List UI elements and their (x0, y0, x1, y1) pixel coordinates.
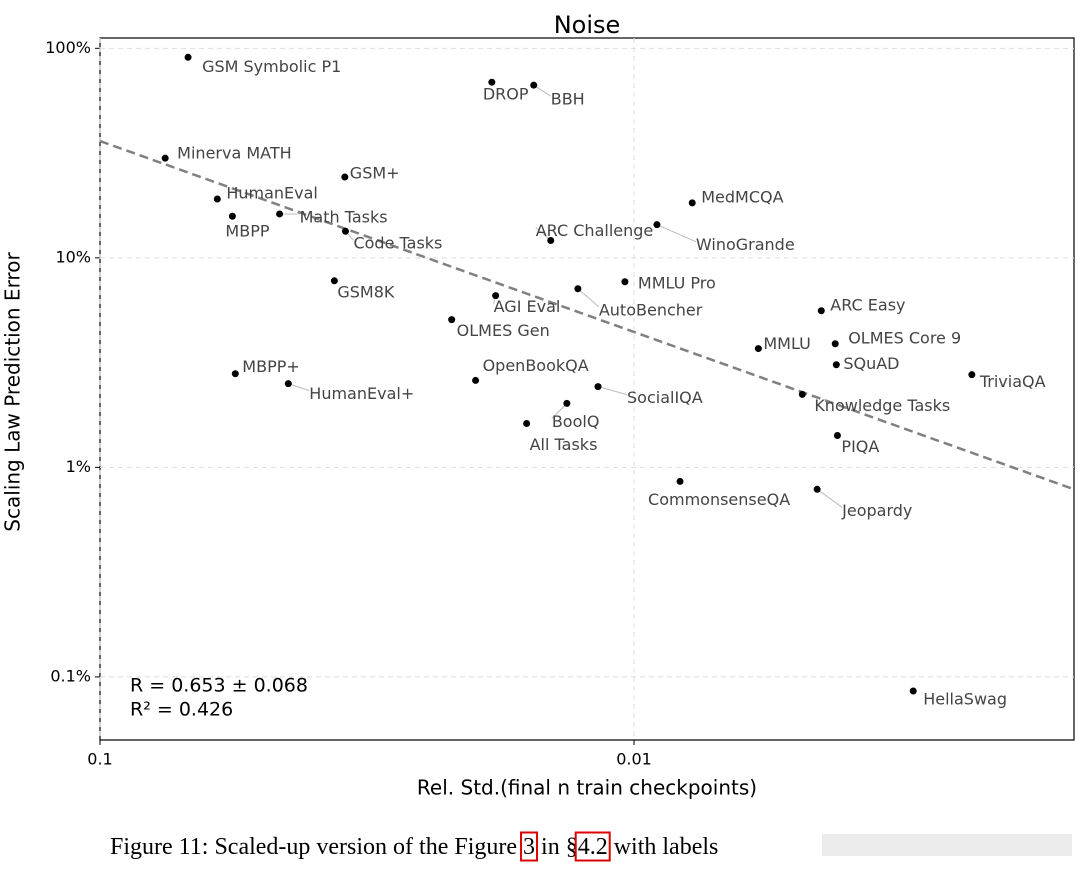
x-axis-label: Rel. Std.(final n train checkpoints) (417, 776, 757, 800)
point-label: HumanEval+ (309, 384, 414, 403)
point (448, 316, 456, 324)
point (547, 237, 555, 245)
point (330, 277, 338, 285)
point-label: PIQA (841, 437, 879, 456)
point (213, 195, 221, 203)
point-label: HellaSwag (923, 689, 1007, 708)
point (228, 212, 236, 220)
ref-box (574, 831, 611, 862)
point-label: MBPP+ (242, 357, 299, 376)
blurred-text (822, 834, 1072, 856)
point-label: HumanEval (226, 183, 318, 202)
point (341, 173, 349, 181)
leader-line (597, 386, 628, 396)
point-label: All Tasks (530, 435, 598, 454)
caption-ref[interactable]: 4.2 (578, 834, 608, 860)
point (798, 390, 806, 398)
point (472, 376, 480, 384)
point-label: MMLU Pro (638, 273, 716, 292)
leader-line (577, 288, 600, 308)
point (492, 292, 500, 300)
point (284, 380, 292, 388)
point-label: GSM8K (337, 282, 395, 301)
point-label: OLMES Gen (457, 321, 550, 340)
point-label: SocialIQA (627, 388, 703, 407)
point-label: ARC Easy (830, 295, 905, 314)
point (817, 307, 825, 315)
point (621, 278, 629, 286)
point-label: AutoBencher (599, 300, 703, 319)
point (754, 345, 762, 353)
point-label: OpenBookQA (483, 356, 589, 375)
point-label: AGI Eval (494, 297, 561, 316)
point (276, 210, 284, 218)
point-label: OLMES Core 9 (848, 328, 961, 347)
point-label: GSM Symbolic P1 (202, 57, 341, 76)
point-label: WinoGrande (696, 235, 795, 254)
leader-line (288, 383, 310, 392)
point-label: CommonsenseQA (648, 490, 790, 509)
annotation: R² = 0.426 (130, 699, 233, 721)
point-label: Math Tasks (300, 207, 388, 226)
y-tick-label: 0.1% (50, 666, 91, 685)
point-label: GSM+ (350, 164, 400, 183)
leader-line (816, 488, 843, 508)
point (688, 199, 696, 207)
point-label: TriviaQA (979, 372, 1046, 391)
y-tick-label: 10% (55, 247, 91, 266)
x-tick-label: 0.01 (616, 750, 652, 769)
caption-ref[interactable]: 3 (523, 834, 535, 860)
point (530, 81, 538, 89)
point (831, 340, 839, 348)
leader-line (551, 403, 568, 419)
point-label: Minerva MATH (177, 144, 291, 163)
point-label: DROP (483, 85, 529, 104)
point (341, 227, 349, 235)
caption: Figure 11: Scaled-up version of the Figu… (110, 834, 718, 860)
point (676, 477, 684, 485)
point (488, 78, 496, 86)
point-label: Code Tasks (353, 234, 442, 253)
point (523, 419, 531, 427)
point (574, 285, 582, 293)
leader-line (656, 224, 697, 243)
caption-text: in § (535, 834, 578, 860)
caption-text: with labels (608, 834, 719, 860)
point (813, 485, 821, 493)
point-label: MedMCQA (701, 187, 783, 206)
trend-line (99, 139, 1075, 491)
point (653, 221, 661, 229)
point (184, 53, 192, 61)
ref-box (520, 831, 539, 862)
point-label: BBH (551, 90, 585, 109)
point-label: MBPP (225, 222, 269, 241)
point (563, 399, 571, 407)
point-label: BoolQ (552, 412, 600, 431)
chart-title: Noise (554, 11, 621, 39)
point-label: MMLU (763, 334, 810, 353)
point (833, 431, 841, 439)
point-label: ARC Challenge (536, 221, 654, 240)
point (968, 371, 976, 379)
caption-text: Figure 11: Scaled-up version of the Figu… (110, 834, 523, 860)
y-tick-label: 100% (45, 38, 91, 57)
point-label: Knowledge Tasks (814, 396, 950, 415)
point-label: SQuAD (843, 354, 899, 373)
x-tick-label: 0.1 (87, 750, 112, 769)
annotation: R = 0.653 ± 0.068 (130, 675, 308, 697)
point (161, 154, 169, 162)
point (909, 687, 917, 695)
y-tick-label: 1% (66, 457, 91, 476)
point (594, 383, 602, 391)
point (832, 361, 840, 369)
point-label: Jeopardy (841, 501, 912, 520)
point (231, 370, 239, 378)
y-axis-label: Scaling Law Prediction Error (1, 252, 25, 532)
